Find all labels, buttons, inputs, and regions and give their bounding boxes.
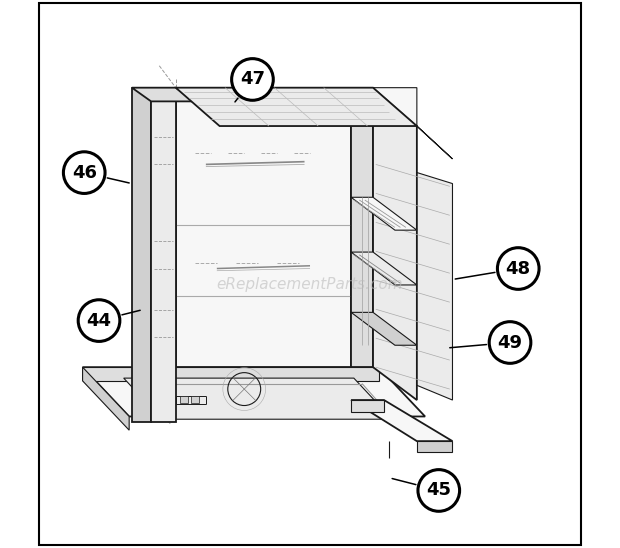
Text: eReplacementParts.com: eReplacementParts.com [216, 277, 404, 293]
Polygon shape [175, 88, 351, 367]
Text: 48: 48 [506, 260, 531, 277]
Polygon shape [82, 367, 378, 381]
Polygon shape [82, 367, 425, 416]
Circle shape [418, 470, 459, 511]
Polygon shape [351, 88, 373, 367]
Text: 45: 45 [427, 482, 451, 499]
Polygon shape [373, 159, 453, 400]
Polygon shape [351, 312, 417, 345]
Polygon shape [123, 378, 392, 419]
Circle shape [232, 59, 273, 100]
Text: 47: 47 [240, 71, 265, 88]
Circle shape [497, 248, 539, 289]
Polygon shape [373, 88, 453, 159]
Polygon shape [351, 400, 384, 412]
Polygon shape [373, 88, 417, 400]
Circle shape [63, 152, 105, 193]
Polygon shape [151, 88, 175, 422]
Polygon shape [132, 88, 195, 101]
Polygon shape [132, 88, 151, 422]
Polygon shape [180, 396, 188, 403]
Circle shape [489, 322, 531, 363]
Text: 44: 44 [87, 312, 112, 329]
Polygon shape [351, 197, 417, 230]
Polygon shape [82, 367, 129, 430]
Polygon shape [351, 252, 417, 285]
Polygon shape [175, 88, 417, 126]
Text: 46: 46 [72, 164, 97, 181]
Circle shape [78, 300, 120, 341]
Text: 49: 49 [497, 334, 523, 351]
Polygon shape [373, 88, 417, 126]
Polygon shape [417, 441, 453, 452]
Polygon shape [190, 396, 199, 403]
Polygon shape [351, 400, 453, 441]
